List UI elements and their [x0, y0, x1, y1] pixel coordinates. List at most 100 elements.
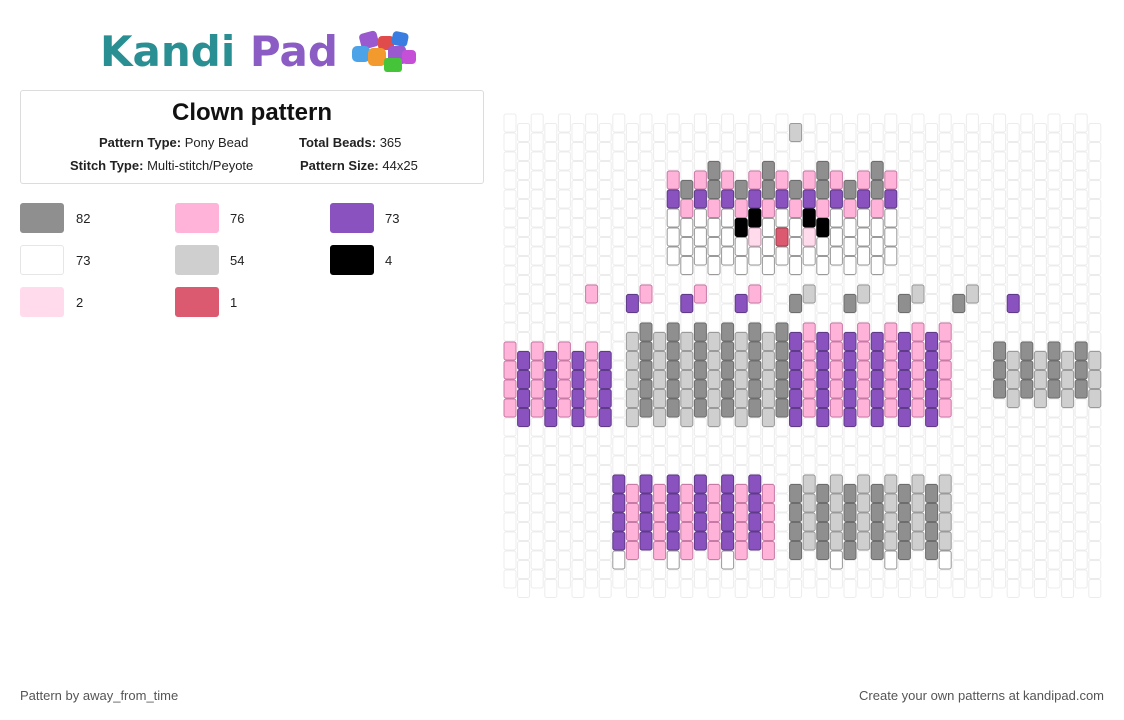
- empty-bead-slot[interactable]: [775, 417, 789, 437]
- bead[interactable]: [761, 370, 775, 389]
- empty-bead-slot[interactable]: [653, 199, 667, 218]
- bead[interactable]: [884, 531, 898, 551]
- empty-bead-slot[interactable]: [775, 493, 789, 513]
- empty-bead-slot[interactable]: [734, 427, 748, 446]
- empty-bead-slot[interactable]: [1006, 123, 1020, 142]
- empty-bead-slot[interactable]: [707, 427, 721, 446]
- color-swatch[interactable]: [175, 287, 219, 317]
- bead[interactable]: [911, 512, 925, 532]
- empty-bead-slot[interactable]: [1020, 474, 1034, 494]
- bead[interactable]: [775, 246, 789, 266]
- empty-bead-slot[interactable]: [625, 123, 639, 142]
- bead[interactable]: [843, 484, 857, 503]
- bead[interactable]: [721, 493, 735, 513]
- empty-bead-slot[interactable]: [598, 579, 612, 598]
- bead[interactable]: [857, 341, 871, 361]
- empty-bead-slot[interactable]: [571, 465, 585, 484]
- empty-bead-slot[interactable]: [1061, 161, 1075, 180]
- empty-bead-slot[interactable]: [993, 208, 1007, 228]
- empty-bead-slot[interactable]: [1088, 313, 1102, 332]
- bead[interactable]: [721, 398, 735, 418]
- bead[interactable]: [653, 484, 667, 503]
- empty-bead-slot[interactable]: [884, 455, 898, 475]
- empty-bead-slot[interactable]: [557, 569, 571, 589]
- empty-bead-slot[interactable]: [925, 465, 939, 484]
- empty-bead-slot[interactable]: [925, 446, 939, 465]
- empty-bead-slot[interactable]: [693, 113, 707, 133]
- bead[interactable]: [693, 341, 707, 361]
- empty-bead-slot[interactable]: [1061, 522, 1075, 541]
- bead[interactable]: [1061, 389, 1075, 408]
- empty-bead-slot[interactable]: [693, 569, 707, 589]
- empty-bead-slot[interactable]: [503, 189, 517, 209]
- bead[interactable]: [993, 341, 1007, 361]
- bead[interactable]: [952, 294, 966, 313]
- empty-bead-slot[interactable]: [870, 294, 884, 313]
- empty-bead-slot[interactable]: [571, 313, 585, 332]
- bead[interactable]: [707, 237, 721, 256]
- empty-bead-slot[interactable]: [802, 265, 816, 285]
- bead[interactable]: [857, 189, 871, 209]
- empty-bead-slot[interactable]: [503, 151, 517, 171]
- empty-bead-slot[interactable]: [517, 313, 531, 332]
- empty-bead-slot[interactable]: [666, 436, 680, 456]
- empty-bead-slot[interactable]: [1020, 436, 1034, 456]
- empty-bead-slot[interactable]: [1033, 275, 1047, 294]
- bead[interactable]: [734, 256, 748, 275]
- bead[interactable]: [517, 370, 531, 389]
- empty-bead-slot[interactable]: [693, 151, 707, 171]
- empty-bead-slot[interactable]: [1088, 465, 1102, 484]
- empty-bead-slot[interactable]: [693, 455, 707, 475]
- bead[interactable]: [789, 408, 803, 427]
- empty-bead-slot[interactable]: [693, 265, 707, 285]
- bead[interactable]: [1033, 351, 1047, 370]
- empty-bead-slot[interactable]: [1061, 503, 1075, 522]
- empty-bead-slot[interactable]: [503, 113, 517, 133]
- bead[interactable]: [802, 170, 816, 190]
- empty-bead-slot[interactable]: [1074, 398, 1088, 418]
- empty-bead-slot[interactable]: [693, 436, 707, 456]
- bead[interactable]: [693, 189, 707, 209]
- empty-bead-slot[interactable]: [666, 284, 680, 304]
- bead[interactable]: [816, 351, 830, 370]
- empty-bead-slot[interactable]: [1006, 199, 1020, 218]
- bead[interactable]: [707, 199, 721, 218]
- empty-bead-slot[interactable]: [1047, 151, 1061, 171]
- bead[interactable]: [761, 541, 775, 560]
- bead[interactable]: [625, 484, 639, 503]
- empty-bead-slot[interactable]: [979, 351, 993, 370]
- empty-bead-slot[interactable]: [1061, 484, 1075, 503]
- empty-bead-slot[interactable]: [1020, 455, 1034, 475]
- empty-bead-slot[interactable]: [1020, 132, 1034, 152]
- bead[interactable]: [1088, 389, 1102, 408]
- bead[interactable]: [666, 322, 680, 342]
- empty-bead-slot[interactable]: [557, 246, 571, 266]
- empty-bead-slot[interactable]: [530, 512, 544, 532]
- bead[interactable]: [653, 370, 667, 389]
- empty-bead-slot[interactable]: [544, 332, 558, 351]
- empty-bead-slot[interactable]: [1074, 569, 1088, 589]
- empty-bead-slot[interactable]: [1088, 427, 1102, 446]
- bead[interactable]: [748, 227, 762, 247]
- empty-bead-slot[interactable]: [1088, 332, 1102, 351]
- empty-bead-slot[interactable]: [530, 322, 544, 342]
- empty-bead-slot[interactable]: [625, 560, 639, 579]
- empty-bead-slot[interactable]: [952, 332, 966, 351]
- bead[interactable]: [707, 522, 721, 541]
- empty-bead-slot[interactable]: [1047, 436, 1061, 456]
- empty-bead-slot[interactable]: [979, 199, 993, 218]
- bead[interactable]: [707, 256, 721, 275]
- empty-bead-slot[interactable]: [625, 465, 639, 484]
- empty-bead-slot[interactable]: [979, 237, 993, 256]
- bead[interactable]: [870, 180, 884, 199]
- empty-bead-slot[interactable]: [1088, 560, 1102, 579]
- empty-bead-slot[interactable]: [639, 113, 653, 133]
- empty-bead-slot[interactable]: [911, 227, 925, 247]
- empty-bead-slot[interactable]: [789, 427, 803, 446]
- empty-bead-slot[interactable]: [761, 123, 775, 142]
- bead[interactable]: [748, 284, 762, 304]
- empty-bead-slot[interactable]: [1088, 275, 1102, 294]
- empty-bead-slot[interactable]: [761, 465, 775, 484]
- bead[interactable]: [857, 170, 871, 190]
- empty-bead-slot[interactable]: [598, 294, 612, 313]
